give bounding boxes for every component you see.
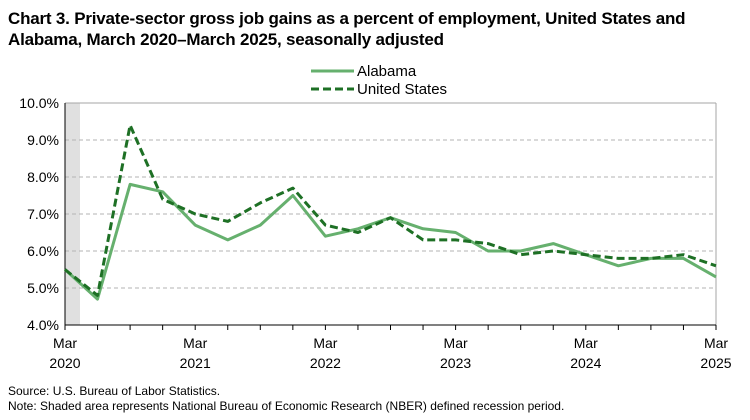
chart-title: Chart 3. Private-sector gross job gains … — [8, 9, 686, 49]
y-tick-label: 5.0% — [27, 280, 59, 296]
x-tick-label: 2024 — [570, 355, 601, 371]
y-tick-label: 9.0% — [27, 132, 59, 148]
x-tick-label: Mar — [444, 335, 468, 351]
recession-note: Note: Shaded area represents National Bu… — [8, 399, 565, 413]
x-tick-label: Mar — [574, 335, 598, 351]
legend-label: United States — [357, 81, 447, 98]
series-line-united-states — [64, 123, 717, 297]
y-tick-label: 8.0% — [27, 169, 59, 185]
y-tick-label: 6.0% — [27, 243, 59, 259]
y-tick-label: 7.0% — [27, 206, 59, 222]
legend-label: Alabama — [357, 63, 417, 80]
x-tick-label: Mar — [313, 335, 337, 351]
chart-footer: Source: U.S. Bureau of Labor Statistics.… — [8, 384, 564, 414]
source-note: Source: U.S. Bureau of Labor Statistics. — [8, 384, 221, 398]
x-tick-label: 2021 — [180, 355, 211, 371]
x-tick-label: 2023 — [440, 355, 471, 371]
x-tick-label: 2020 — [49, 355, 80, 371]
x-tick-label: Mar — [704, 335, 728, 351]
x-tick-label: 2022 — [310, 355, 341, 371]
x-tick-label: Mar — [183, 335, 207, 351]
series-line-alabama — [63, 182, 717, 301]
x-tick-label: Mar — [53, 335, 77, 351]
y-tick-label: 4.0% — [27, 317, 59, 333]
x-tick-label: 2025 — [700, 355, 731, 371]
y-tick-label: 10.0% — [19, 95, 59, 111]
